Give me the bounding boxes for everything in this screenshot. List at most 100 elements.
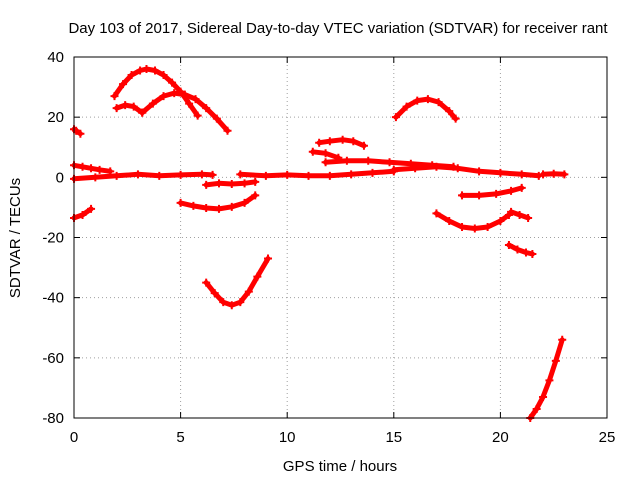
series-21: [526, 335, 567, 422]
data-point: [78, 162, 87, 171]
data-point: [517, 183, 526, 192]
data-point: [240, 179, 249, 188]
series-14: [315, 135, 368, 150]
data-point: [264, 254, 273, 263]
series-12: [202, 254, 273, 310]
data-point: [458, 191, 467, 200]
data-point: [193, 111, 202, 120]
data-point: [202, 204, 211, 213]
data-point: [308, 147, 317, 156]
data-point: [110, 92, 119, 101]
data-point: [202, 278, 211, 287]
data-point: [208, 170, 217, 179]
series-3: [138, 89, 232, 135]
data-point: [210, 289, 219, 298]
series-11: [176, 191, 260, 213]
data-point: [236, 298, 245, 307]
data-point: [515, 210, 524, 219]
series-17: [458, 183, 526, 200]
data-point: [521, 248, 530, 257]
data-point: [72, 126, 81, 135]
data-point: [240, 198, 249, 207]
data-point: [112, 104, 121, 113]
data-point: [470, 224, 479, 233]
data-point: [283, 170, 292, 179]
data-point: [244, 287, 253, 296]
series-16: [391, 95, 460, 123]
data-point: [223, 126, 232, 135]
series-9: [539, 169, 569, 179]
data-point: [236, 170, 245, 179]
y-tick-label: -40: [42, 290, 64, 307]
data-point: [159, 92, 168, 101]
data-point: [202, 180, 211, 189]
data-point: [325, 137, 334, 146]
data-point: [432, 209, 441, 218]
data-point: [524, 213, 533, 222]
data-point: [176, 198, 185, 207]
data-point: [138, 108, 147, 117]
plot-border: [73, 56, 608, 419]
data-point: [219, 298, 228, 307]
data-point: [402, 102, 411, 111]
data-point: [202, 104, 211, 113]
data-point: [191, 95, 200, 104]
data-point: [170, 89, 179, 98]
y-tick-label: -60: [42, 350, 64, 367]
data-point: [227, 301, 236, 310]
series-line: [527, 337, 565, 421]
data-point: [180, 90, 189, 99]
series-5: [70, 170, 217, 183]
data-point: [475, 167, 484, 176]
data-point: [539, 170, 548, 179]
data-point: [151, 66, 160, 75]
data-point: [148, 99, 157, 108]
data-point: [391, 113, 400, 122]
data-point: [321, 158, 330, 167]
data-point: [458, 222, 467, 231]
data-point: [347, 170, 356, 179]
data-point: [528, 250, 537, 259]
data-point: [513, 245, 522, 254]
x-tick-label: 10: [279, 429, 296, 446]
axis-ticks: 0 5 10 15 20 25 -80 -60 -40 -20 0 20 40: [42, 49, 615, 446]
data-point: [78, 210, 87, 219]
data-point: [445, 107, 454, 116]
data-point: [127, 71, 136, 80]
x-tick-label: 5: [176, 429, 184, 446]
data-point: [121, 101, 130, 110]
data-point: [227, 202, 236, 211]
data-point: [119, 80, 128, 89]
data-point: [227, 179, 236, 188]
data-point: [551, 356, 560, 365]
x-tick-label: 15: [385, 429, 402, 446]
data-point: [338, 135, 347, 144]
data-point: [251, 191, 260, 200]
data-point: [496, 168, 505, 177]
series-18: [432, 209, 513, 233]
data-point: [315, 138, 324, 147]
series-6: [202, 177, 260, 189]
chart-title: Day 103 of 2017, Sidereal Day-to-day VTE…: [68, 20, 608, 37]
data-point: [112, 171, 121, 180]
data-point: [321, 149, 330, 158]
data-point: [155, 171, 164, 180]
y-tick-label: -20: [42, 230, 64, 247]
data-point: [504, 241, 513, 250]
data-point: [304, 171, 313, 180]
data-point: [214, 204, 223, 213]
data-point: [545, 376, 554, 385]
data-point: [189, 201, 198, 210]
data-point: [475, 191, 484, 200]
data-point: [492, 189, 501, 198]
data-point: [507, 186, 516, 195]
data-point: [359, 141, 368, 150]
y-tick-label: -80: [42, 410, 64, 427]
data-point: [451, 114, 460, 123]
data-point: [532, 404, 541, 413]
data-point: [176, 170, 185, 179]
series-20: [504, 241, 537, 259]
data-point: [251, 177, 260, 186]
